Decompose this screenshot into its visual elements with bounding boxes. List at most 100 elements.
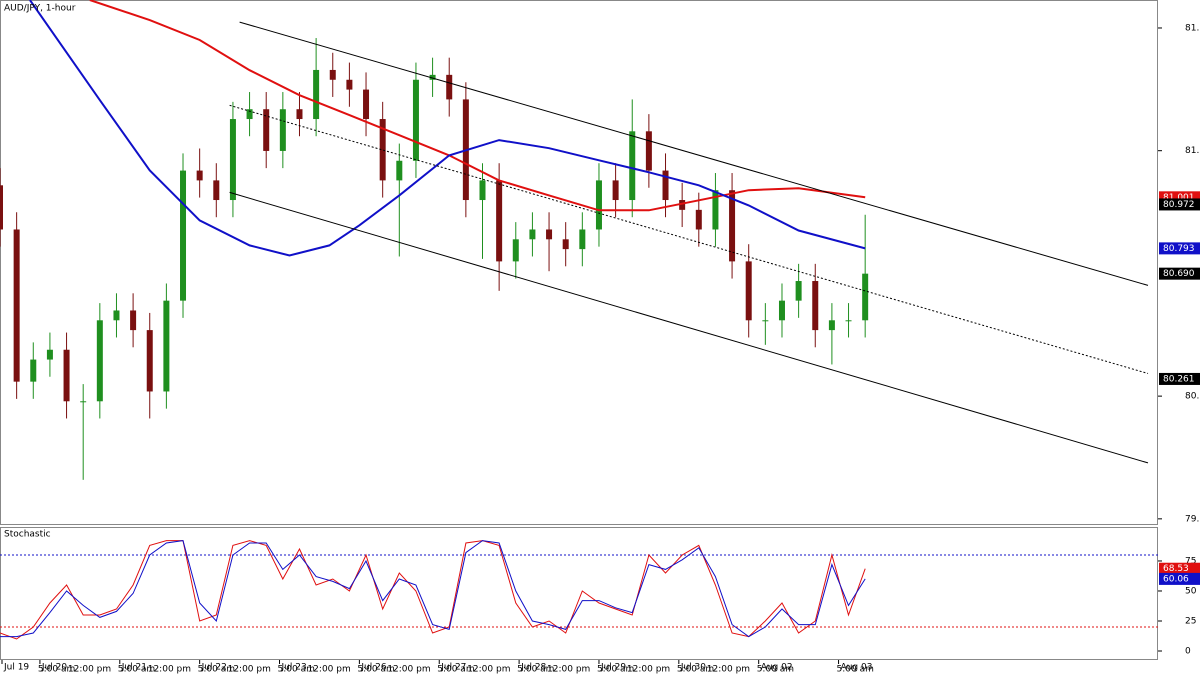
stoch-line xyxy=(0,540,866,638)
x-tick-label: Jul 28 xyxy=(520,663,546,673)
price-tag xyxy=(1159,562,1200,575)
price-tag-label: 60.06 xyxy=(1163,574,1189,584)
x-tick-label: Jul 21 xyxy=(121,663,147,673)
x-time-label: 12:00 pm xyxy=(307,665,350,675)
price-tag xyxy=(1159,572,1200,585)
candle-body xyxy=(629,131,636,201)
candle-body xyxy=(645,131,652,171)
stoch-line xyxy=(0,540,866,640)
y-tick-label: 81.191 xyxy=(1185,146,1200,156)
candle-body xyxy=(213,180,220,201)
price-tag-label: 80.261 xyxy=(1163,374,1195,384)
overlay-line xyxy=(229,191,1149,464)
x-tick-label: Jul 26 xyxy=(360,663,386,673)
candle-body xyxy=(429,74,436,80)
candle-body xyxy=(562,239,569,250)
candle-body xyxy=(346,79,353,90)
x-time-label: 5:00 am xyxy=(198,665,235,675)
price-tag xyxy=(1159,242,1200,255)
x-time-label: 12:00 pm xyxy=(148,665,191,675)
candle-body xyxy=(363,89,370,120)
stoch-frame xyxy=(0,527,1158,660)
x-time-label: 5:00 am xyxy=(38,665,75,675)
candle-body xyxy=(845,320,852,322)
candle-body xyxy=(379,119,386,181)
candle-body xyxy=(313,69,320,120)
candle-body xyxy=(762,320,769,322)
candle-body xyxy=(63,349,70,402)
y-tick-label: 79.691 xyxy=(1185,514,1200,524)
candle-body xyxy=(496,180,503,262)
candle-body xyxy=(396,160,403,181)
candle-body xyxy=(479,180,486,201)
candle-body xyxy=(96,320,103,402)
price-frame xyxy=(0,0,1158,525)
x-time-label: 5:00 am xyxy=(597,665,634,675)
candle-body xyxy=(579,229,586,250)
x-time-label: 12:00 pm xyxy=(547,665,590,675)
price-tag xyxy=(1159,372,1200,385)
candle-body xyxy=(595,180,602,230)
candle-body xyxy=(778,300,785,321)
y-tick-label: 50 xyxy=(1185,586,1197,596)
y-tick-label: 75 xyxy=(1185,556,1196,566)
candle-body xyxy=(0,185,3,230)
x-time-label: 5:00 am xyxy=(278,665,315,675)
x-tick-label: Jul 29 xyxy=(600,663,626,673)
price-tag-label: 81.001 xyxy=(1163,193,1195,203)
x-time-label: 12:00 pm xyxy=(228,665,271,675)
candle-body xyxy=(30,359,37,382)
candle-body xyxy=(146,330,153,392)
price-tag-label: 80.972 xyxy=(1163,200,1195,210)
candle-body xyxy=(745,261,752,321)
y-tick-label: 0 xyxy=(1185,646,1191,656)
candle-body xyxy=(828,320,835,331)
candle-body xyxy=(80,401,87,403)
x-time-label: 12:00 pm xyxy=(68,665,111,675)
candle-body xyxy=(795,281,802,301)
x-tick-label: Jul 20 xyxy=(41,663,67,673)
candle-body xyxy=(446,74,453,100)
candle-body xyxy=(712,190,719,230)
candle-body xyxy=(329,69,336,80)
candle-body xyxy=(812,281,819,331)
overlay-line xyxy=(239,21,1149,286)
x-time-label: 5:00 am xyxy=(437,665,474,675)
price-tag-label: 80.690 xyxy=(1163,269,1195,279)
candle-body xyxy=(546,229,553,240)
x-time-label: 5:00 am xyxy=(517,665,554,675)
candle-body xyxy=(529,229,536,240)
price-tag-label: 80.793 xyxy=(1163,244,1195,254)
candle-body xyxy=(246,109,253,120)
x-time-label: 12:00 pm xyxy=(707,665,750,675)
x-time-label: 5:00 am xyxy=(757,665,794,675)
candle-body xyxy=(279,109,286,151)
candle-body xyxy=(296,109,303,120)
x-tick-label: Jul 27 xyxy=(440,663,466,673)
candle-body xyxy=(862,273,869,321)
chart-title: AUD/JPY, 1-hour xyxy=(4,4,76,14)
price-tag xyxy=(1159,267,1200,280)
price-tag xyxy=(1159,198,1200,211)
y-tick-label: 25 xyxy=(1185,616,1196,626)
candle-body xyxy=(412,79,419,161)
x-time-label: 12:00 pm xyxy=(627,665,670,675)
candle-body xyxy=(130,310,137,331)
candle-body xyxy=(46,349,53,360)
x-tick-label: Jul 19 xyxy=(3,663,29,673)
candle-body xyxy=(662,170,669,201)
candle-body xyxy=(163,300,170,392)
x-tick-label: Jul 23 xyxy=(281,663,307,673)
stoch-title: Stochastic xyxy=(4,530,51,540)
overlay-line xyxy=(229,104,1149,374)
candle-body xyxy=(229,119,236,201)
candle-body xyxy=(263,109,270,151)
x-time-label: 5:00 am xyxy=(677,665,714,675)
x-time-label: 12:00 pm xyxy=(387,665,430,675)
candle-body xyxy=(679,200,686,210)
x-tick-label: Aug 03 xyxy=(841,663,873,673)
candle-body xyxy=(612,180,619,201)
y-tick-label: 80.191 xyxy=(1185,392,1200,402)
